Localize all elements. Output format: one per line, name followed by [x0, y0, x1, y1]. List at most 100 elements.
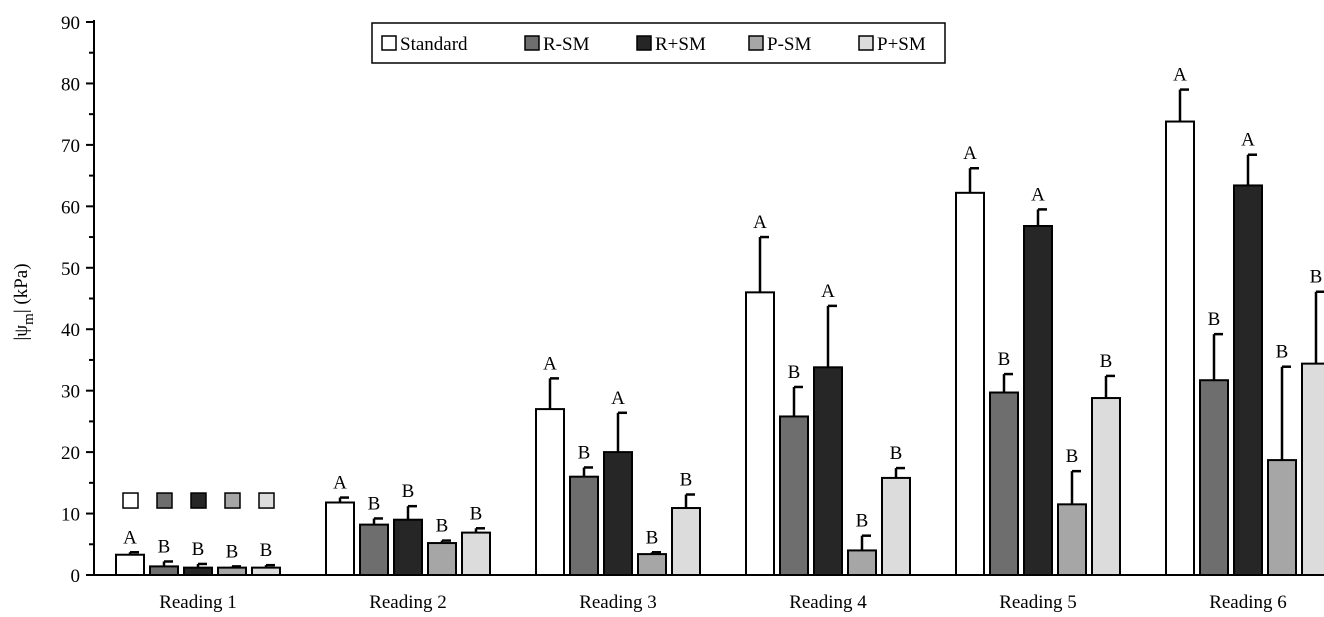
significance-letter: A: [1031, 184, 1045, 205]
y-tick-label: 80: [61, 74, 80, 95]
bar: [461, 531, 491, 576]
y-tick-label: 20: [61, 443, 80, 464]
significance-letter: A: [333, 473, 347, 494]
y-tick-label: 30: [61, 382, 80, 403]
y-tick-label: 90: [61, 13, 80, 34]
significance-letter: B: [788, 362, 801, 383]
bar: [779, 415, 809, 576]
significance-letter: A: [821, 281, 835, 302]
significance-letter: A: [963, 143, 977, 164]
bar: [217, 566, 247, 576]
x-category-label: Reading 1: [159, 592, 237, 613]
axes: 0 10 20 30 40 50 60 70 80 90 Reading 1 Reading 2 Rea…: [61, 13, 1318, 613]
group-key-square: [258, 492, 275, 509]
bar: [955, 191, 985, 576]
y-tick-label: 60: [61, 197, 80, 218]
legend-label: R+SM: [655, 34, 706, 55]
significance-letter: B: [578, 442, 591, 463]
significance-letter: B: [998, 349, 1011, 370]
y-axis-label-main: |ψ: [11, 325, 32, 341]
significance-letter: B: [1276, 342, 1289, 363]
significance-letter: B: [1310, 267, 1323, 288]
legend-label: R-SM: [543, 34, 590, 55]
significance-letter: A: [1173, 65, 1187, 86]
legend-swatch: [381, 35, 397, 51]
bar: [183, 566, 213, 576]
x-category-label: Reading 3: [579, 592, 657, 613]
bar: [989, 391, 1019, 577]
legend-box: [371, 22, 946, 64]
bar: [535, 408, 565, 576]
y-tick-label: 10: [61, 505, 80, 526]
significance-letter: B: [260, 540, 273, 561]
significance-letter: A: [543, 353, 557, 374]
bar: [1233, 184, 1263, 576]
y-tick-label: 70: [61, 136, 80, 157]
bar: [115, 553, 145, 576]
bar: [1091, 397, 1121, 577]
bar: [149, 565, 179, 576]
legend-swatch: [524, 35, 540, 51]
group-key-square: [224, 492, 241, 509]
significance-letter: B: [1066, 446, 1079, 467]
bar: [847, 549, 877, 577]
bar: [569, 475, 599, 577]
bar: [881, 476, 911, 577]
significance-letter: B: [470, 503, 483, 524]
bar: [637, 553, 667, 576]
bar: [427, 542, 457, 576]
significance-letter: A: [1241, 130, 1255, 151]
significance-letter: B: [192, 539, 205, 560]
x-category-label: Reading 4: [789, 592, 867, 613]
bar: [745, 291, 775, 576]
bar: [1199, 379, 1229, 576]
group-key-square: [190, 492, 207, 509]
bar: [1023, 224, 1053, 577]
x-category-label: Reading 5: [999, 592, 1077, 613]
legend: Standard R-SM R+SM P-SM P+SM: [371, 22, 946, 64]
bar: [1301, 362, 1324, 576]
legend-label: P-SM: [767, 34, 811, 55]
significance-letter: B: [226, 541, 239, 562]
significance-letter: B: [1208, 309, 1221, 330]
bar: [1057, 503, 1087, 577]
y-axis-label-end: | (kPa): [11, 263, 32, 313]
group-key-square: [156, 492, 173, 509]
bar: [1267, 459, 1297, 576]
legend-label: Standard: [400, 34, 468, 55]
significance-letter: B: [1100, 351, 1113, 372]
y-axis-label-sub: m: [21, 313, 37, 325]
legend-swatch: [858, 35, 874, 51]
x-category-label: Reading 6: [1209, 592, 1287, 613]
legend-label: P+SM: [877, 34, 926, 55]
bar: [603, 451, 633, 576]
y-tick-label: 0: [71, 566, 81, 587]
y-tick-label: 50: [61, 259, 80, 280]
legend-swatch: [748, 35, 764, 51]
bar: [1165, 120, 1195, 576]
significance-letter: B: [436, 516, 449, 537]
significance-letter: B: [856, 511, 869, 532]
significance-letter: B: [158, 536, 171, 557]
bar: [813, 366, 843, 576]
significance-letter: A: [611, 388, 625, 409]
significance-letter: B: [368, 493, 381, 514]
bar: [393, 518, 423, 577]
x-category-label: Reading 2: [369, 592, 447, 613]
significance-letter: B: [680, 470, 693, 491]
bar: [671, 507, 701, 576]
y-tick-label: 40: [61, 320, 80, 341]
significance-letter: B: [402, 481, 415, 502]
significance-letter: B: [890, 443, 903, 464]
bar: [359, 523, 389, 576]
bar: [251, 566, 281, 576]
significance-letter: B: [646, 527, 659, 548]
group-key-square: [122, 492, 139, 509]
significance-letter: A: [753, 212, 767, 233]
y-axis-label: |ψm| (kPa): [11, 263, 37, 340]
legend-swatch: [636, 35, 652, 51]
significance-letter: A: [123, 527, 137, 548]
bar: [325, 501, 355, 576]
